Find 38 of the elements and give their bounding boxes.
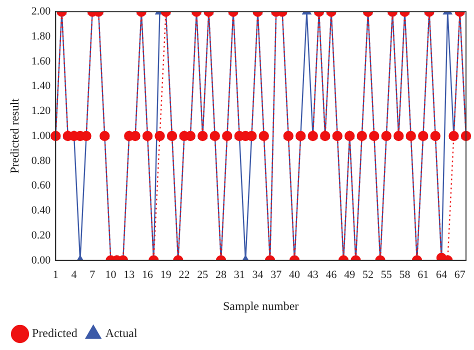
x-tick-label: 67 (454, 268, 466, 281)
x-tick-label: 46 (326, 268, 338, 281)
y-tick-label: 0.60 (31, 180, 52, 192)
x-tick-label: 40 (289, 268, 301, 281)
x-tick-label: 4 (71, 268, 78, 281)
x-tick-label: 31 (234, 268, 245, 281)
x-tick-label: 49 (344, 268, 356, 281)
x-tick-label: 13 (124, 268, 136, 281)
x-tick-label: 52 (362, 268, 374, 281)
y-tick-label: 1.20 (31, 105, 52, 118)
x-tick-label: 37 (270, 268, 282, 281)
x-tick-label: 19 (160, 268, 172, 281)
x-axis-title: Sample number (222, 298, 299, 313)
x-tick-label: 43 (307, 268, 319, 281)
y-tick-label: 0.20 (31, 229, 52, 242)
x-tick-label: 1 (52, 268, 58, 281)
x-tick-label: 61 (418, 268, 429, 281)
x-tick-label: 16 (142, 268, 154, 281)
y-tick-label: 2.00 (31, 5, 52, 18)
y-tick-label: 1.60 (31, 55, 52, 68)
legend-label: Predicted (32, 326, 78, 340)
legend-label: Actual (105, 326, 138, 340)
x-tick-label: 64 (436, 268, 448, 281)
x-tick-label: 58 (399, 268, 411, 281)
x-tick-label: 34 (252, 268, 264, 281)
y-tick-label: 1.40 (31, 80, 52, 92)
x-tick-label: 25 (197, 268, 209, 281)
y-tick-label: 1.80 (31, 30, 52, 42)
y-tick-label: 0.00 (31, 254, 52, 266)
x-tick-label: 7 (90, 268, 96, 281)
x-tick-label: 10 (105, 268, 117, 281)
y-tick-label: 1.00 (31, 130, 52, 142)
x-tick-label: 28 (216, 268, 228, 281)
y-tick-label: 0.40 (31, 204, 52, 217)
x-tick-label: 22 (178, 268, 190, 281)
y-axis-title: Predicted result (7, 98, 22, 174)
x-tick-label: 55 (380, 268, 392, 281)
y-tick-label: 0.80 (31, 154, 52, 167)
